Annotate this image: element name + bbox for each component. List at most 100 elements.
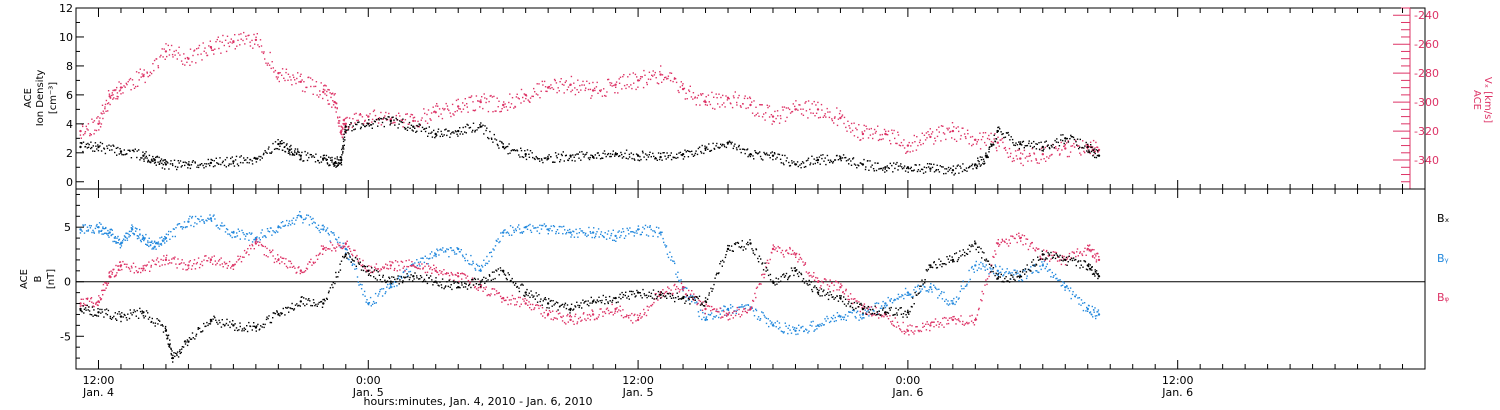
- by-series-point: [755, 308, 757, 310]
- density-series-point: [343, 133, 345, 135]
- by-series-point: [783, 331, 785, 333]
- vx-series-point: [826, 107, 828, 110]
- bz-series-point: [100, 298, 103, 300]
- by-series-point: [664, 244, 666, 246]
- by-series-point: [130, 230, 132, 233]
- vx-series-point: [548, 85, 551, 88]
- by-series-point: [650, 228, 652, 231]
- bz-series-point: [738, 313, 740, 315]
- vx-series-point: [663, 78, 665, 81]
- density-series-point: [308, 156, 310, 159]
- by-series-point: [137, 235, 140, 237]
- vx-series-point: [335, 111, 337, 113]
- vx-series-point: [479, 106, 481, 108]
- density-series-point: [447, 130, 449, 132]
- bx-series-point: [285, 306, 287, 309]
- bz-series-point: [357, 260, 359, 262]
- by-series-point: [374, 292, 377, 295]
- by-series-point: [1077, 297, 1079, 299]
- vx-series-point: [131, 79, 134, 81]
- density-series-point: [917, 169, 920, 171]
- by-series-point: [112, 233, 114, 235]
- vx-series-point: [460, 111, 463, 113]
- density-series-node: [340, 158, 343, 162]
- bz-series-point: [140, 271, 142, 274]
- density-series-point: [935, 169, 938, 171]
- density-series-point: [1019, 141, 1021, 143]
- bz-series-point: [499, 295, 502, 298]
- vx-series-point: [817, 117, 820, 119]
- by-series-point: [299, 211, 301, 213]
- vx-series-point: [537, 94, 539, 96]
- vx-series-point: [824, 113, 826, 115]
- vx-series-point: [574, 87, 576, 89]
- bz-series-point: [713, 308, 715, 310]
- bx-series-point: [400, 276, 402, 278]
- density-series-point: [604, 153, 606, 155]
- bz-series-point: [995, 253, 997, 255]
- by-series-point: [435, 255, 437, 258]
- density-series-point: [955, 167, 957, 170]
- bz-series-point: [272, 249, 274, 251]
- density-series-point: [612, 150, 614, 152]
- density-series-point: [1055, 141, 1058, 143]
- bx-series-point: [461, 284, 463, 286]
- density-series-point: [598, 154, 600, 157]
- vx-series-point: [284, 79, 286, 82]
- bx-series-point: [116, 319, 118, 321]
- bz-series-point: [664, 291, 667, 293]
- bz-series-point: [483, 287, 485, 289]
- by-series-point: [329, 240, 331, 242]
- by-series-point: [792, 326, 794, 328]
- by-series-node: [816, 324, 820, 327]
- bx-series-point: [92, 315, 94, 317]
- bz-series-point: [183, 262, 185, 264]
- density-series-point: [776, 156, 778, 159]
- vx-series-point: [234, 34, 236, 36]
- bz-series-point: [218, 258, 221, 261]
- by-series-point: [250, 233, 252, 235]
- by-series-node: [1064, 286, 1067, 289]
- vx-series-point: [725, 95, 727, 97]
- bz-series-point: [270, 251, 273, 253]
- by-series-point: [460, 249, 462, 251]
- by-series-point: [139, 228, 141, 231]
- vx-series-point: [823, 115, 826, 117]
- bz-series-point: [722, 316, 724, 318]
- by-series-point: [887, 296, 889, 299]
- vx-series-point: [153, 59, 156, 62]
- density-series-point: [478, 127, 480, 129]
- by-series-point: [318, 229, 320, 232]
- vx-series-point: [928, 134, 930, 136]
- by-series-point: [302, 218, 305, 221]
- vx-series-point: [258, 46, 260, 48]
- bz-series-point: [347, 246, 349, 248]
- vx-series-point: [893, 129, 895, 132]
- density-series-point: [253, 156, 256, 159]
- bx-series-point: [174, 355, 176, 358]
- density-series-point: [100, 150, 103, 152]
- by-series-point: [900, 296, 902, 298]
- bx-series-point: [363, 265, 365, 267]
- density-series-point: [87, 146, 90, 148]
- by-series-point: [550, 225, 552, 227]
- bx-series-point: [276, 310, 278, 312]
- vx-series-point: [229, 41, 231, 43]
- density-series-point: [184, 164, 186, 167]
- by-series-point: [180, 226, 182, 228]
- by-series-point: [794, 327, 796, 329]
- by-series-point: [771, 321, 773, 323]
- density-series-point: [602, 152, 604, 154]
- vx-series-point: [1015, 155, 1018, 157]
- by-series-point: [916, 285, 919, 288]
- bx-series-point: [301, 296, 303, 298]
- density-series-point: [489, 130, 491, 133]
- vx-series-point: [405, 113, 407, 115]
- by-series-point: [283, 225, 286, 227]
- density-series-point: [1026, 144, 1029, 147]
- bz-series-point: [759, 282, 761, 285]
- bz-series-point: [922, 322, 924, 325]
- bz-series-point: [1060, 263, 1063, 266]
- bz-series-point: [672, 292, 674, 295]
- by-series-point: [1056, 277, 1058, 280]
